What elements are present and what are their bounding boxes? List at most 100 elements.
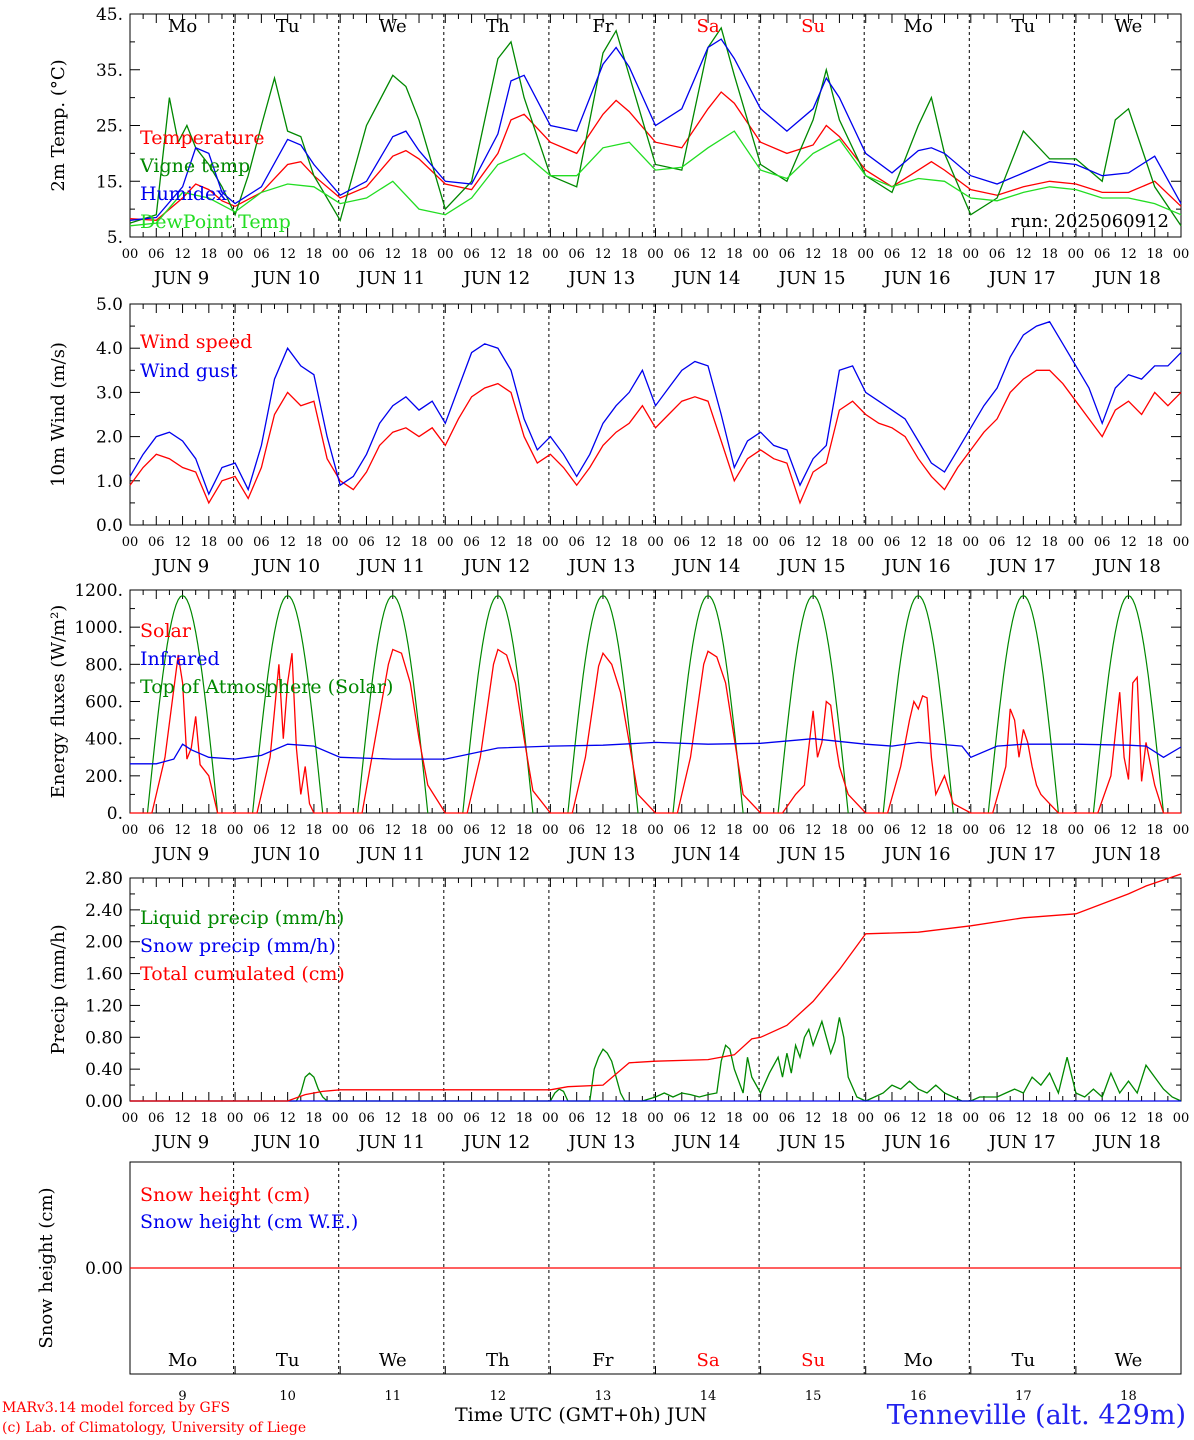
y-tick-label: 45. bbox=[96, 5, 123, 25]
x-date-label: JUN 18 bbox=[1092, 268, 1161, 289]
x-day-number: 9 bbox=[178, 1389, 186, 1404]
x-hour-label: 12 bbox=[384, 823, 401, 838]
legend-entry: Wind speed bbox=[140, 331, 252, 353]
x-hour-label: 00 bbox=[752, 535, 769, 550]
x-hour-label: 00 bbox=[963, 247, 980, 262]
x-date-label: JUN 17 bbox=[987, 844, 1056, 865]
weekday-label: Tu bbox=[1012, 1350, 1036, 1371]
x-axis-title: Time UTC (GMT+0h) JUN bbox=[455, 1404, 707, 1426]
x-hour-label: 12 bbox=[279, 535, 296, 550]
x-hour-label: 00 bbox=[437, 247, 454, 262]
y-tick-label: 2.80 bbox=[85, 869, 123, 889]
y-tick-label: 5. bbox=[107, 228, 123, 248]
weekday-label: Fr bbox=[592, 1350, 613, 1371]
weekday-label: Tu bbox=[276, 1350, 300, 1371]
weekday-label: We bbox=[1115, 16, 1143, 37]
x-date-label: JUN 18 bbox=[1092, 556, 1161, 577]
x-hour-label: 00 bbox=[227, 247, 244, 262]
x-date-label: JUN 12 bbox=[461, 1132, 530, 1153]
x-hour-label: 12 bbox=[174, 823, 191, 838]
weekday-label: Mo bbox=[168, 1350, 197, 1371]
x-hour-label: 00 bbox=[437, 823, 454, 838]
x-date-label: JUN 10 bbox=[251, 556, 320, 577]
x-hour-label: 00 bbox=[437, 1111, 454, 1126]
panel-frame bbox=[129, 589, 1182, 814]
y-tick-label: 0. bbox=[107, 804, 123, 824]
x-hour-label: 00 bbox=[963, 823, 980, 838]
series-line-toa-solar bbox=[672, 594, 744, 814]
x-hour-label: 06 bbox=[779, 247, 796, 262]
x-hour-label: 18 bbox=[726, 823, 743, 838]
series-line-toa-solar bbox=[1092, 594, 1165, 814]
x-hour-label: 06 bbox=[1094, 535, 1111, 550]
x-hour-label: 00 bbox=[227, 535, 244, 550]
x-hour-label: 06 bbox=[674, 247, 691, 262]
x-date-label: JUN 15 bbox=[777, 1132, 846, 1153]
x-date-label: JUN 10 bbox=[251, 1132, 320, 1153]
x-hour-label: 00 bbox=[332, 535, 349, 550]
series-line-humidex bbox=[129, 38, 1182, 221]
x-hour-label: 06 bbox=[253, 823, 270, 838]
x-hour-label: 12 bbox=[1120, 247, 1137, 262]
y-tick-label: 2.40 bbox=[85, 901, 123, 921]
x-hour-label: 00 bbox=[1173, 1111, 1190, 1126]
x-hour-label: 12 bbox=[279, 1111, 296, 1126]
x-hour-label: 18 bbox=[411, 247, 428, 262]
x-hour-label: 12 bbox=[595, 535, 612, 550]
legend-entry: Wind gust bbox=[140, 360, 238, 382]
weekday-label: We bbox=[379, 16, 407, 37]
x-hour-label: 12 bbox=[595, 823, 612, 838]
x-day-number: 14 bbox=[700, 1389, 717, 1404]
legend-entry: Snow height (cm) bbox=[140, 1184, 310, 1206]
x-hour-label: 18 bbox=[516, 535, 533, 550]
x-day-number: 12 bbox=[490, 1389, 507, 1404]
model-credit: MARv3.14 model forced by GFS bbox=[2, 1400, 231, 1416]
x-date-label: JUN 15 bbox=[777, 844, 846, 865]
y-tick-label: 4.0 bbox=[96, 339, 123, 359]
x-day-number: 10 bbox=[279, 1389, 296, 1404]
x-hour-label: 18 bbox=[621, 1111, 638, 1126]
x-hour-label: 12 bbox=[595, 1111, 612, 1126]
x-hour-label: 00 bbox=[963, 1111, 980, 1126]
x-date-label: JUN 16 bbox=[882, 844, 951, 865]
x-hour-label: 06 bbox=[463, 247, 480, 262]
x-hour-label: 00 bbox=[542, 247, 559, 262]
x-date-label: JUN 9 bbox=[152, 844, 209, 865]
x-date-label: JUN 16 bbox=[882, 556, 951, 577]
x-hour-label: 18 bbox=[936, 247, 953, 262]
x-hour-label: 12 bbox=[174, 1111, 191, 1126]
weekday-label: Th bbox=[486, 1350, 510, 1371]
x-hour-label: 00 bbox=[857, 1111, 874, 1126]
x-hour-label: 00 bbox=[542, 535, 559, 550]
legend-entry: Humidex bbox=[140, 183, 227, 205]
x-hour-label: 06 bbox=[148, 247, 165, 262]
series-line-toa-solar bbox=[357, 594, 429, 814]
series-line-wind-gust bbox=[129, 320, 1182, 496]
weekday-label: Mo bbox=[904, 16, 933, 37]
x-hour-label: 06 bbox=[568, 1111, 585, 1126]
x-hour-label: 18 bbox=[1041, 535, 1058, 550]
x-hour-label: 18 bbox=[936, 1111, 953, 1126]
x-date-label: JUN 14 bbox=[672, 1132, 741, 1153]
x-date-label: JUN 12 bbox=[461, 844, 530, 865]
x-hour-label: 06 bbox=[148, 823, 165, 838]
x-hour-label: 12 bbox=[805, 535, 822, 550]
x-hour-label: 12 bbox=[1120, 823, 1137, 838]
x-hour-label: 00 bbox=[1173, 247, 1190, 262]
x-hour-label: 06 bbox=[253, 247, 270, 262]
y-tick-label: 35. bbox=[96, 61, 123, 81]
x-date-label: JUN 13 bbox=[567, 1132, 636, 1153]
x-day-number: 13 bbox=[595, 1389, 612, 1404]
x-hour-label: 00 bbox=[227, 823, 244, 838]
x-hour-label: 06 bbox=[674, 1111, 691, 1126]
x-hour-label: 18 bbox=[621, 247, 638, 262]
x-hour-label: 18 bbox=[1041, 823, 1058, 838]
x-hour-label: 06 bbox=[884, 823, 901, 838]
x-hour-label: 12 bbox=[1015, 535, 1032, 550]
legend-entry: Solar bbox=[140, 620, 192, 642]
x-date-label: JUN 11 bbox=[356, 268, 425, 289]
series-line-solar bbox=[130, 648, 1181, 814]
x-hour-label: 00 bbox=[857, 247, 874, 262]
legend-entry: Top of Atmosphere (Solar) bbox=[140, 676, 393, 698]
x-date-label: JUN 13 bbox=[567, 844, 636, 865]
